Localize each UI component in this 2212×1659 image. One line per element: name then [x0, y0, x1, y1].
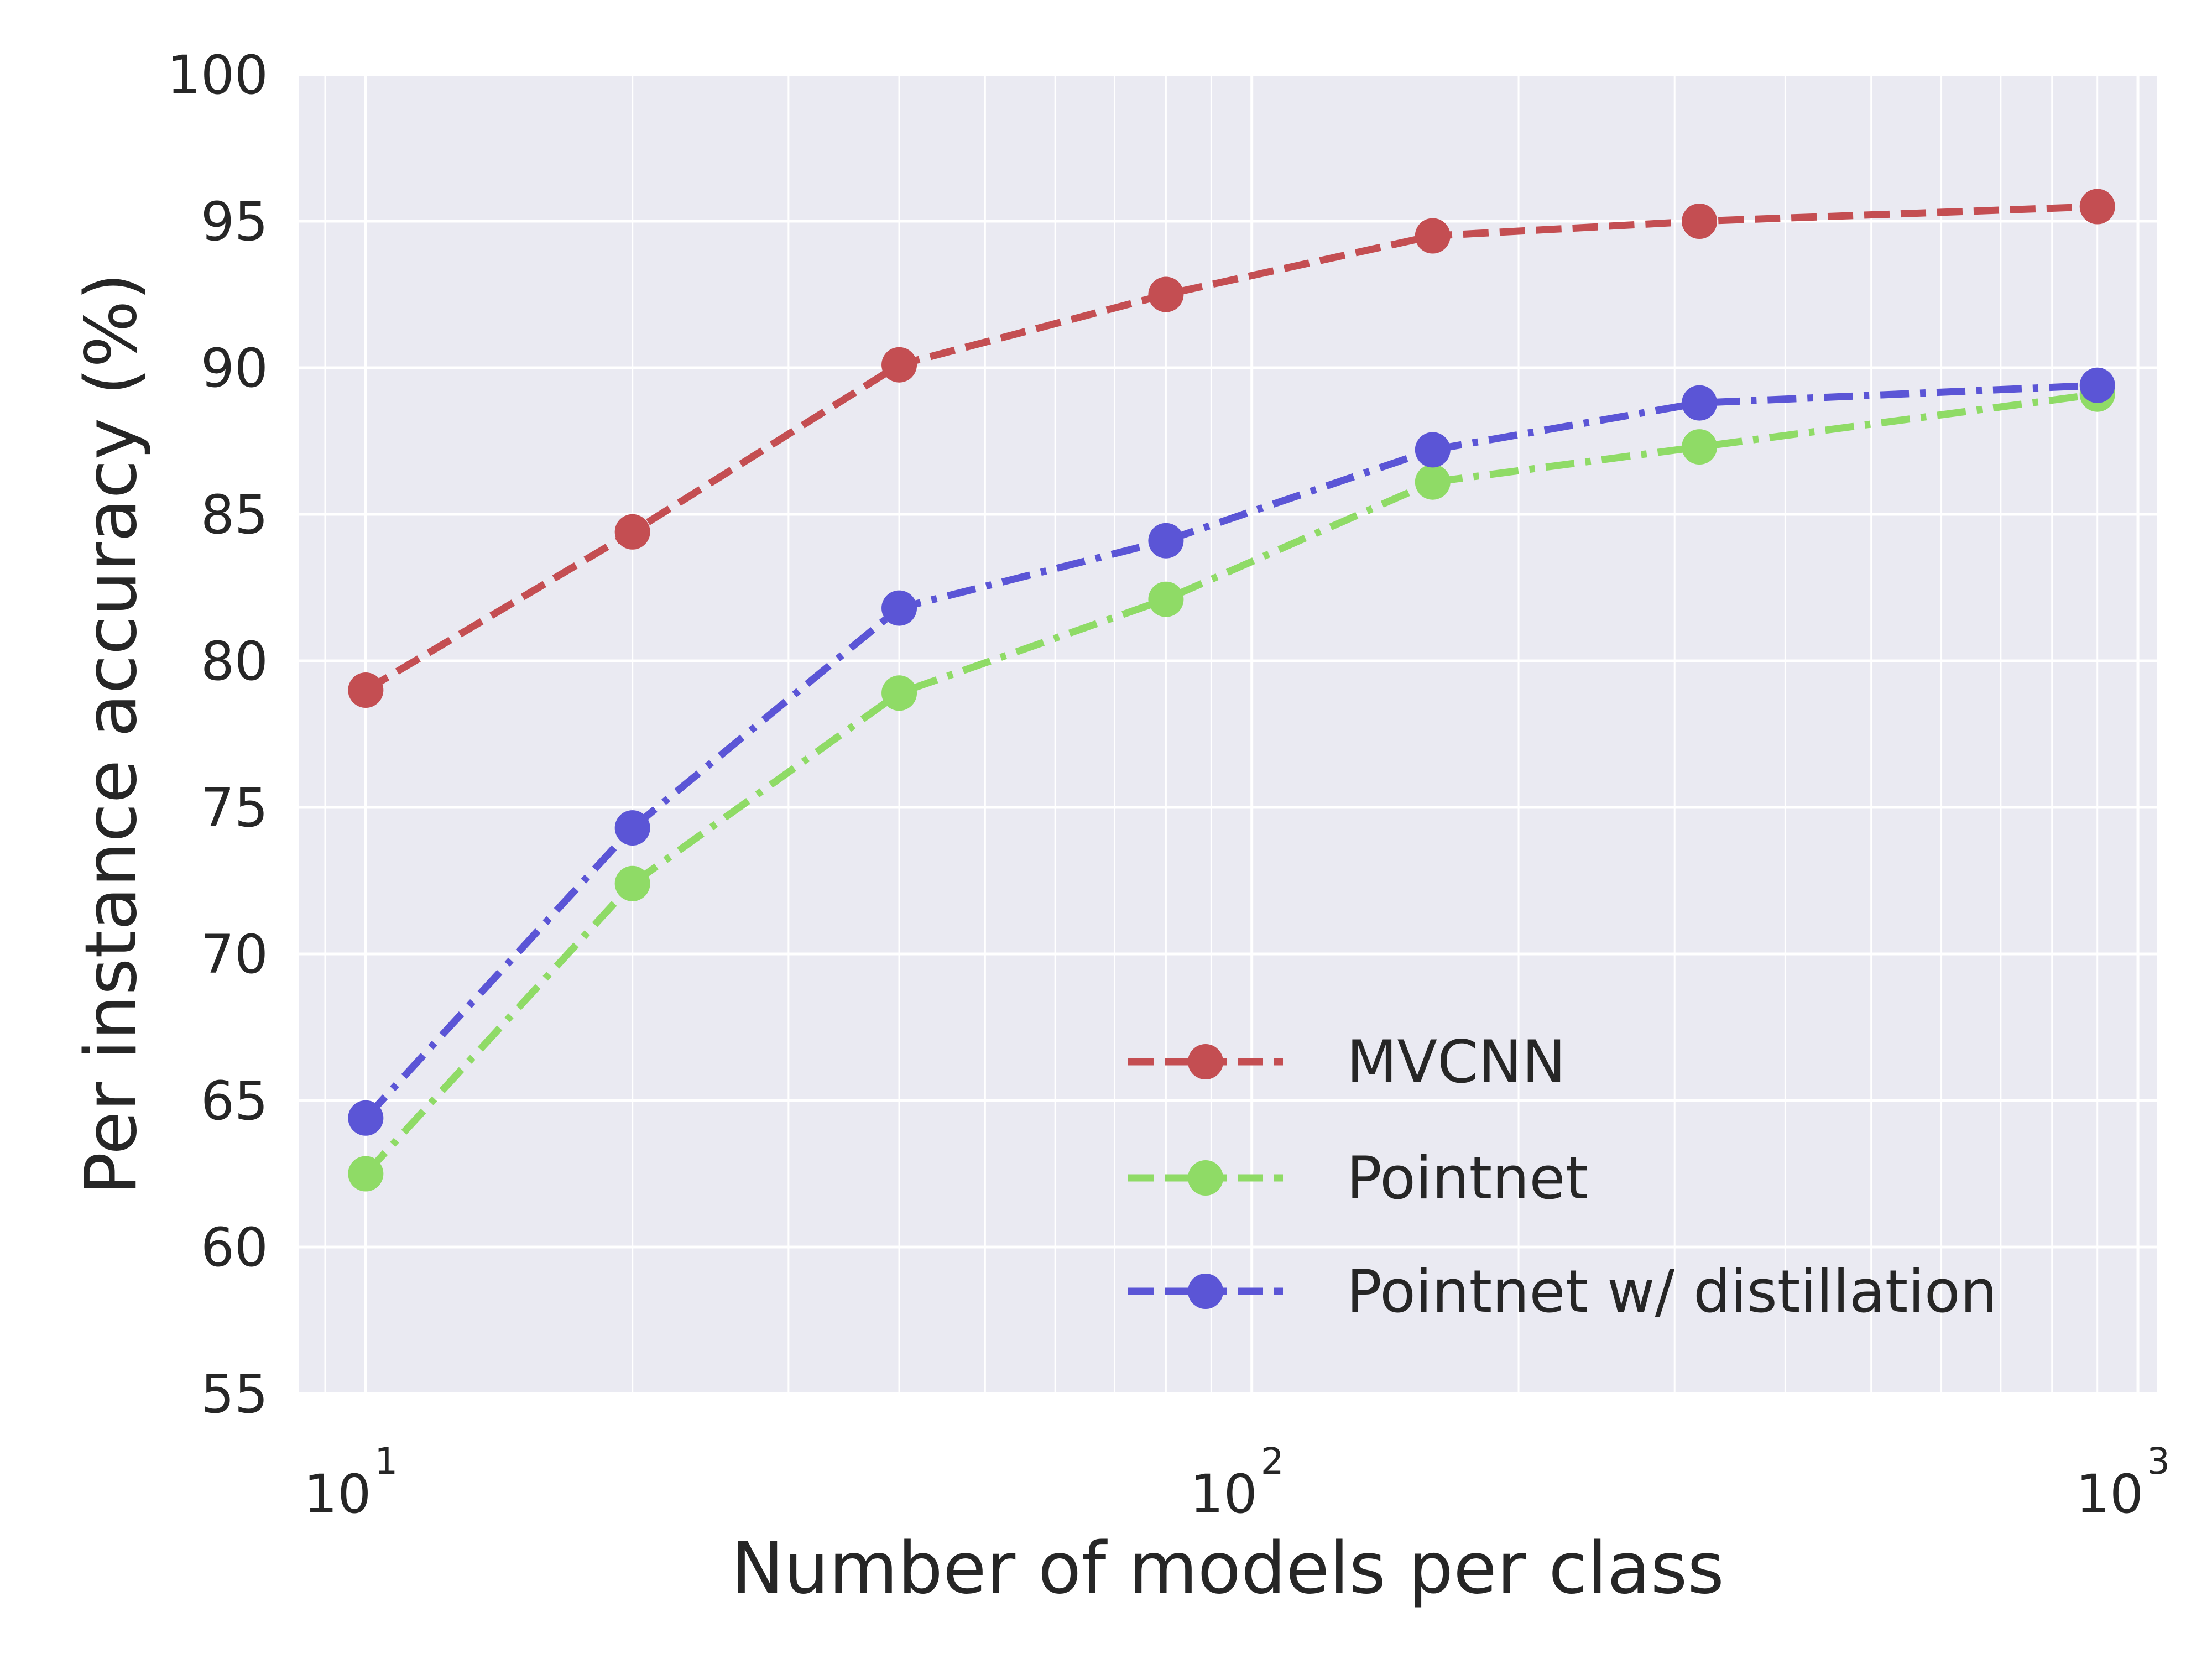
- data-point: [1415, 464, 1451, 500]
- series-3: [348, 367, 2115, 1136]
- y-tick-label: 95: [201, 191, 268, 253]
- legend-item: Pointnet w/ distillation: [1128, 1258, 1997, 1326]
- data-point: [1682, 204, 1718, 239]
- plot-background: [299, 75, 2157, 1394]
- y-tick-label: 90: [201, 337, 268, 399]
- x-tick-exponent: 3: [2147, 1440, 2170, 1483]
- x-tick: 103: [2076, 1440, 2170, 1525]
- x-tick-label: 10: [2076, 1463, 2143, 1525]
- y-axis: 55 60 65 70 75 80 85 90 95 100: [167, 44, 268, 1425]
- series-layer: [348, 189, 2115, 1192]
- data-point: [881, 347, 917, 383]
- data-point: [1415, 432, 1451, 468]
- legend-swatch-marker: [1188, 1274, 1223, 1309]
- minor-grid: [324, 75, 2099, 1394]
- legend-label: Pointnet w/ distillation: [1347, 1258, 1997, 1326]
- data-point: [1148, 581, 1184, 617]
- y-tick-label: 60: [201, 1217, 268, 1279]
- data-point: [1415, 218, 1451, 254]
- y-tick-label: 55: [201, 1363, 268, 1425]
- data-point: [881, 590, 917, 626]
- x-tick: 101: [304, 1440, 398, 1525]
- legend-item: MVCNN: [1128, 1028, 1566, 1096]
- data-point: [614, 514, 650, 550]
- legend-label: Pointnet: [1347, 1144, 1588, 1212]
- data-point: [1682, 385, 1718, 421]
- series-2: [348, 376, 2115, 1192]
- data-point: [1148, 523, 1184, 559]
- x-tick-exponent: 1: [374, 1440, 398, 1483]
- y-tick-label: 100: [167, 44, 268, 106]
- x-axis-title: Number of models per class: [731, 1527, 1724, 1610]
- series-1: [348, 189, 2115, 708]
- y-tick-label: 80: [201, 630, 268, 692]
- data-point: [2079, 189, 2115, 225]
- data-point: [614, 810, 650, 846]
- y-tick-label: 85: [201, 484, 268, 546]
- legend-swatch-marker: [1188, 1160, 1223, 1196]
- data-point: [614, 865, 650, 901]
- data-point: [2079, 367, 2115, 403]
- y-tick-label: 70: [201, 924, 268, 985]
- data-point: [348, 672, 384, 708]
- y-tick-label: 75: [201, 777, 268, 839]
- data-point: [1148, 276, 1184, 312]
- data-point: [348, 1156, 384, 1192]
- legend-label: MVCNN: [1347, 1028, 1566, 1096]
- legend-swatch-marker: [1188, 1044, 1223, 1079]
- data-point: [348, 1100, 384, 1136]
- y-tick-label: 65: [201, 1070, 268, 1132]
- data-point: [881, 675, 917, 711]
- x-tick: 102: [1190, 1440, 1284, 1525]
- legend: MVCNN Pointnet Pointnet w/ distillation: [1128, 1028, 1997, 1326]
- x-tick-label: 10: [1190, 1463, 1258, 1525]
- data-point: [1682, 429, 1718, 465]
- y-axis-title: Per instance accuracy (%): [70, 273, 153, 1194]
- major-grid: [299, 73, 2157, 1395]
- x-tick-label: 10: [304, 1463, 371, 1525]
- legend-item: Pointnet: [1128, 1144, 1588, 1212]
- x-tick-exponent: 2: [1261, 1440, 1284, 1483]
